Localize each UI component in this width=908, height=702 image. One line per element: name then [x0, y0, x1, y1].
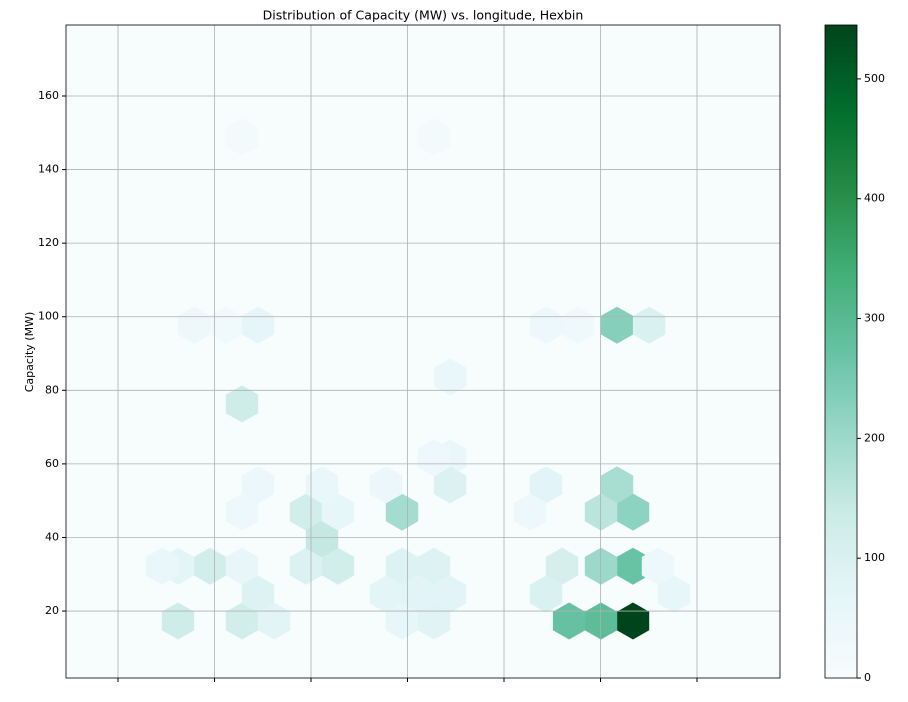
hex-cell	[632, 306, 666, 344]
hex-cell	[584, 493, 618, 531]
hex-cell	[657, 575, 691, 613]
y-tick-label: 100	[38, 310, 59, 323]
hex-cell	[552, 602, 586, 640]
hex-cell	[369, 575, 403, 613]
hex-cell	[616, 493, 650, 531]
colorbar-tick-label: 400	[864, 192, 885, 205]
hex-cell	[305, 466, 339, 504]
y-tick-label: 80	[45, 383, 59, 396]
hex-cell	[305, 520, 339, 558]
colorbar-tick-label: 500	[864, 72, 885, 85]
hex-cell	[241, 575, 275, 613]
hex-cell	[417, 547, 451, 585]
hex-cell	[225, 118, 259, 156]
hex-cell	[529, 575, 563, 613]
hex-cell	[385, 493, 419, 531]
hex-cell	[145, 547, 179, 585]
hex-cell	[616, 602, 650, 640]
colorbar-tick-label: 100	[864, 551, 885, 564]
hex-cell	[225, 602, 259, 640]
hex-cell	[241, 466, 275, 504]
hex-cell	[257, 602, 291, 640]
hex-cell	[225, 493, 259, 531]
hex-cell	[369, 466, 403, 504]
hex-cell	[561, 306, 595, 344]
hex-cell	[584, 547, 618, 585]
hex-cell	[241, 306, 275, 344]
hex-cell	[385, 547, 419, 585]
hex-cell	[289, 547, 323, 585]
plot-frame	[65, 24, 781, 679]
hex-cell	[225, 547, 259, 585]
hex-cell	[401, 575, 435, 613]
hex-cell	[433, 575, 467, 613]
hex-cell	[545, 547, 579, 585]
hex-cell	[417, 118, 451, 156]
y-axis-label: Capacity (MW)	[23, 312, 36, 393]
hex-cell	[641, 547, 675, 585]
hex-cell	[529, 306, 563, 344]
colorbar-tick-label: 200	[864, 431, 885, 444]
y-tick-label: 20	[45, 604, 59, 617]
hex-cell	[225, 385, 259, 423]
hex-cell	[417, 602, 451, 640]
hex-cell	[177, 306, 211, 344]
hex-cell	[513, 493, 547, 531]
hex-cell	[616, 547, 650, 585]
colorbar-tick-label: 300	[864, 312, 885, 325]
hex-cell	[193, 547, 227, 585]
hex-cell	[385, 602, 419, 640]
hex-cell	[433, 358, 467, 396]
hex-cell	[417, 439, 451, 477]
hex-cell	[289, 493, 323, 531]
y-tick-label: 40	[45, 530, 59, 543]
chart-title: Distribution of Capacity (MW) vs. longit…	[263, 8, 584, 23]
hex-cell	[161, 602, 195, 640]
colorbar	[824, 24, 858, 679]
hex-cell	[321, 493, 355, 531]
hex-cell	[321, 547, 355, 585]
y-tick-label: 160	[38, 89, 59, 102]
y-tick-label: 120	[38, 236, 59, 249]
hex-cell	[584, 602, 618, 640]
y-tick-label: 60	[45, 457, 59, 470]
hex-cell	[529, 466, 563, 504]
hex-cell	[600, 306, 634, 344]
hex-cell	[600, 466, 634, 504]
y-tick-label: 140	[38, 163, 59, 176]
hex-cell	[209, 306, 243, 344]
hex-cell	[433, 466, 467, 504]
colorbar-tick-label: 0	[864, 671, 871, 684]
